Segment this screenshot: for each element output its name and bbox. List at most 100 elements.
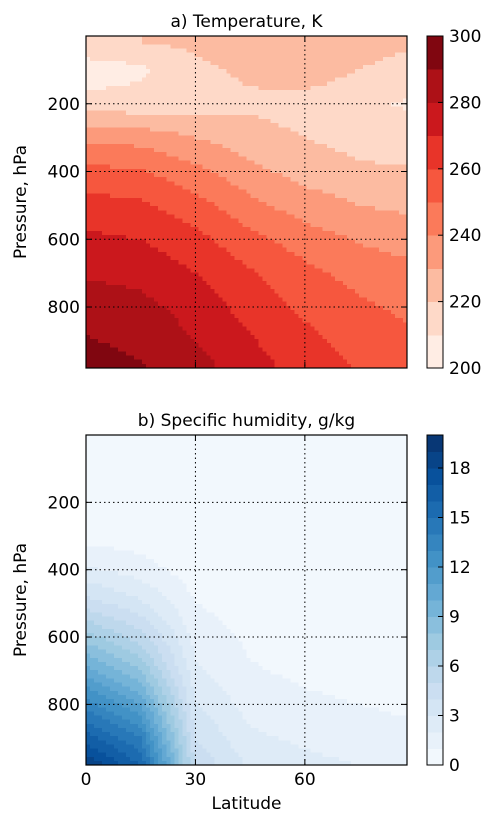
contour-cell bbox=[102, 251, 107, 257]
contour-cell bbox=[282, 52, 288, 58]
contour-cell bbox=[238, 65, 244, 70]
contour-cell bbox=[98, 222, 103, 228]
contour-cell bbox=[114, 73, 119, 79]
contour-cell bbox=[378, 106, 384, 112]
contour-cell bbox=[374, 202, 380, 207]
contour-cell bbox=[102, 139, 107, 145]
contour-cell bbox=[338, 60, 344, 66]
contour-cell bbox=[386, 177, 392, 182]
contour-cell bbox=[322, 210, 328, 216]
contour-cell bbox=[342, 206, 348, 211]
contour-cell bbox=[270, 60, 276, 66]
contour-cell bbox=[154, 293, 159, 299]
contour-cell bbox=[154, 185, 159, 191]
contour-cell bbox=[330, 143, 336, 149]
contour-cell bbox=[246, 85, 252, 91]
contour-cell bbox=[366, 189, 372, 195]
contour-cell bbox=[334, 185, 340, 191]
contour-cell bbox=[166, 44, 171, 50]
contour-cell bbox=[266, 272, 272, 278]
contour-cell bbox=[270, 40, 276, 45]
contour-cell bbox=[102, 172, 107, 178]
contour-cell bbox=[182, 102, 187, 108]
contour-cell bbox=[90, 177, 95, 182]
contour-cell bbox=[350, 152, 356, 157]
contour-cell bbox=[334, 89, 340, 95]
contour-cell bbox=[350, 77, 356, 83]
contour-cell bbox=[394, 255, 400, 261]
contour-cell bbox=[326, 139, 332, 145]
contour-cell bbox=[134, 114, 139, 120]
contour-cell bbox=[314, 139, 320, 145]
contour-cell bbox=[226, 193, 232, 199]
contour-cell bbox=[266, 48, 272, 54]
contour-cell bbox=[310, 177, 316, 182]
contour-cell bbox=[354, 251, 360, 257]
contour-cell bbox=[278, 152, 284, 157]
contour-cell bbox=[258, 48, 264, 54]
contour-cell bbox=[126, 231, 131, 236]
contour-cell bbox=[390, 135, 396, 141]
contour-cell bbox=[90, 280, 95, 286]
contour-cell bbox=[250, 98, 256, 103]
contour-cell bbox=[206, 164, 211, 170]
contour-cell bbox=[318, 81, 324, 87]
contour-cell bbox=[134, 106, 139, 112]
contour-cell bbox=[126, 185, 131, 191]
contour-cell bbox=[342, 226, 348, 232]
contour-cell bbox=[170, 164, 175, 170]
contour-cell bbox=[134, 264, 139, 269]
contour-cell bbox=[390, 143, 396, 149]
contour-cell bbox=[226, 289, 232, 294]
contour-cell bbox=[402, 131, 408, 137]
contour-cell bbox=[146, 260, 151, 265]
contour-cell bbox=[338, 48, 344, 54]
contour-cell bbox=[382, 127, 388, 133]
contour-cell bbox=[106, 127, 111, 133]
contour-cell bbox=[214, 102, 220, 108]
contour-cell bbox=[318, 289, 324, 294]
contour-cell bbox=[258, 255, 264, 261]
contour-cell bbox=[94, 293, 99, 299]
contour-cell bbox=[130, 197, 135, 203]
contour-cell bbox=[130, 52, 135, 58]
contour-cell bbox=[210, 73, 215, 79]
contour-cell bbox=[326, 40, 332, 45]
contour-cell bbox=[346, 160, 352, 166]
contour-cell bbox=[394, 172, 400, 178]
contour-cell bbox=[206, 60, 211, 66]
contour-cell bbox=[350, 210, 356, 216]
contour-cell bbox=[294, 102, 300, 108]
contour-cell bbox=[386, 206, 392, 211]
contour-cell bbox=[170, 102, 175, 108]
contour-cell bbox=[374, 89, 380, 95]
contour-cell bbox=[194, 52, 199, 58]
contour-cell bbox=[222, 231, 228, 236]
contour-cell bbox=[158, 293, 163, 299]
contour-cell bbox=[86, 98, 91, 103]
contour-cell bbox=[278, 197, 284, 203]
contour-cell bbox=[182, 152, 187, 157]
contour-cell bbox=[130, 272, 135, 278]
contour-cell bbox=[154, 289, 159, 294]
contour-cell bbox=[242, 272, 248, 278]
contour-cell bbox=[170, 189, 175, 195]
contour-cell bbox=[294, 206, 300, 211]
contour-cell bbox=[318, 214, 324, 220]
contour-cell bbox=[130, 214, 135, 220]
contour-cell bbox=[182, 276, 187, 282]
contour-cell bbox=[242, 139, 248, 145]
contour-cell bbox=[290, 247, 296, 253]
contour-cell bbox=[386, 243, 392, 249]
contour-cell bbox=[374, 135, 380, 141]
contour-cell bbox=[170, 239, 175, 245]
contour-cell bbox=[150, 243, 155, 249]
contour-cell bbox=[242, 185, 248, 191]
contour-cell bbox=[186, 268, 191, 274]
contour-cell bbox=[286, 152, 292, 157]
contour-cell bbox=[274, 36, 280, 41]
contour-cell bbox=[158, 85, 163, 91]
contour-cell bbox=[154, 164, 159, 170]
contour-cell bbox=[150, 222, 155, 228]
contour-cell bbox=[238, 251, 244, 257]
